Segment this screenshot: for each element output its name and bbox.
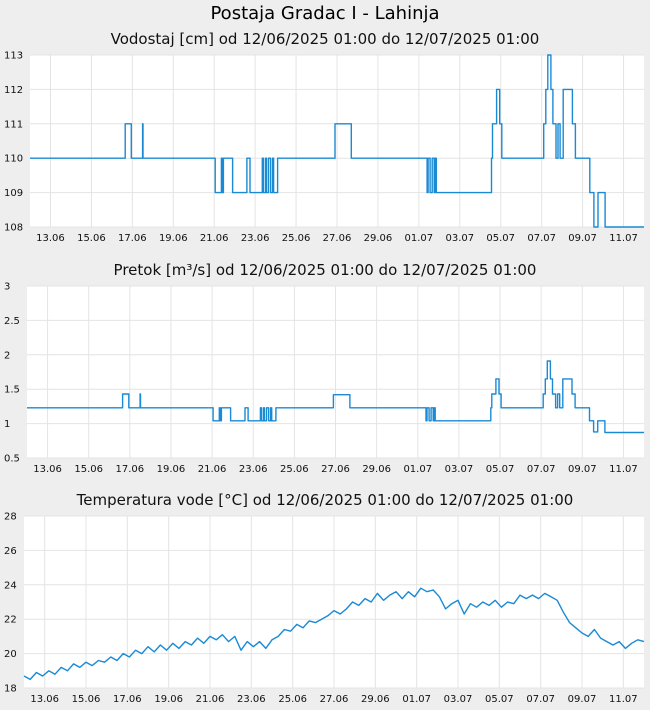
x-tick-label: 11.07	[609, 694, 638, 705]
y-tick-label: 28	[4, 512, 17, 523]
y-tick-label: 2.5	[4, 316, 20, 327]
y-tick-label: 1.5	[4, 385, 20, 396]
x-tick-label: 09.07	[568, 464, 597, 475]
x-tick-label: 21.06	[200, 233, 229, 244]
y-tick-label: 111	[4, 119, 23, 130]
y-tick-label: 20	[4, 649, 17, 660]
x-tick-label: 01.07	[405, 233, 434, 244]
y-tick-label: 24	[4, 580, 17, 591]
x-tick-label: 21.06	[198, 464, 227, 475]
y-tick-label: 2	[4, 350, 10, 361]
x-tick-label: 21.06	[196, 694, 225, 705]
x-tick-label: 29.06	[364, 233, 393, 244]
x-tick-label: 13.06	[30, 694, 59, 705]
discharge-chart: 0.5 1 1.5 2 2.5 3 13.06 15.06 17.06 19.06 21.06 23.…	[4, 282, 644, 475]
x-tick-label: 23.06	[237, 694, 266, 705]
y-tick-label: 22	[4, 615, 17, 626]
x-tick-label: 11.07	[609, 464, 638, 475]
x-tick-label: 17.06	[116, 464, 145, 475]
x-tick-label: 07.07	[527, 233, 556, 244]
water-level-chart: 108 109 110 111 112 113 13.06 15.06 17.06 19.06 21…	[4, 51, 644, 244]
y-tick-label: 112	[4, 85, 23, 96]
series-line	[27, 360, 644, 434]
x-tick-label: 19.06	[159, 233, 188, 244]
x-tick-label: 25.06	[282, 233, 311, 244]
x-tick-label: 17.06	[113, 694, 142, 705]
x-tick-label: 03.07	[444, 694, 473, 705]
y-tick-label: 18	[4, 684, 17, 695]
x-tick-label: 27.06	[323, 233, 352, 244]
x-tick-label: 27.06	[320, 694, 349, 705]
x-tick-label: 07.07	[526, 694, 555, 705]
y-tick-label: 1	[4, 419, 10, 430]
x-tick-label: 03.07	[445, 233, 474, 244]
y-tick-label: 3	[4, 282, 10, 293]
x-tick-label: 15.06	[74, 464, 103, 475]
x-tick-label: 05.07	[486, 233, 515, 244]
x-tick-label: 23.06	[239, 464, 268, 475]
y-tick-label: 113	[4, 51, 23, 62]
x-tick-label: 01.07	[403, 464, 432, 475]
x-tick-label: 29.06	[361, 694, 390, 705]
x-tick-label: 15.06	[72, 694, 101, 705]
y-tick-label: 26	[4, 546, 17, 557]
x-tick-label: 19.06	[154, 694, 183, 705]
panel-title-water-level: Vodostaj [cm] od 12/06/2025 01:00 do 12/…	[110, 30, 540, 48]
panel-title-water-temperature: Temperatura vode [°C] od 12/06/2025 01:0…	[76, 491, 574, 509]
x-tick-label: 11.07	[609, 233, 638, 244]
x-tick-label: 03.07	[445, 464, 474, 475]
x-tick-label: 07.07	[527, 464, 556, 475]
x-tick-label: 09.07	[568, 233, 597, 244]
y-tick-label: 110	[4, 154, 23, 165]
x-tick-label: 05.07	[486, 464, 515, 475]
panel-title-discharge: Pretok [m³/s] od 12/06/2025 01:00 do 12/…	[113, 261, 537, 279]
x-tick-label: 13.06	[33, 464, 62, 475]
x-tick-label: 19.06	[157, 464, 186, 475]
x-tick-label: 23.06	[241, 233, 270, 244]
x-tick-label: 05.07	[485, 694, 514, 705]
x-tick-label: 25.06	[280, 464, 309, 475]
x-tick-label: 09.07	[568, 694, 597, 705]
x-tick-label: 29.06	[362, 464, 391, 475]
y-tick-label: 0.5	[4, 454, 20, 465]
y-tick-label: 109	[4, 188, 23, 199]
x-tick-label: 27.06	[321, 464, 350, 475]
x-tick-label: 13.06	[36, 233, 65, 244]
x-tick-label: 17.06	[118, 233, 147, 244]
page-title: Postaja Gradac I - Lahinja	[210, 3, 440, 24]
x-tick-label: 15.06	[77, 233, 106, 244]
x-tick-label: 25.06	[278, 694, 307, 705]
series-line	[23, 587, 645, 681]
y-tick-label: 108	[4, 223, 23, 234]
x-tick-label: 01.07	[402, 694, 431, 705]
series-line	[30, 54, 644, 228]
